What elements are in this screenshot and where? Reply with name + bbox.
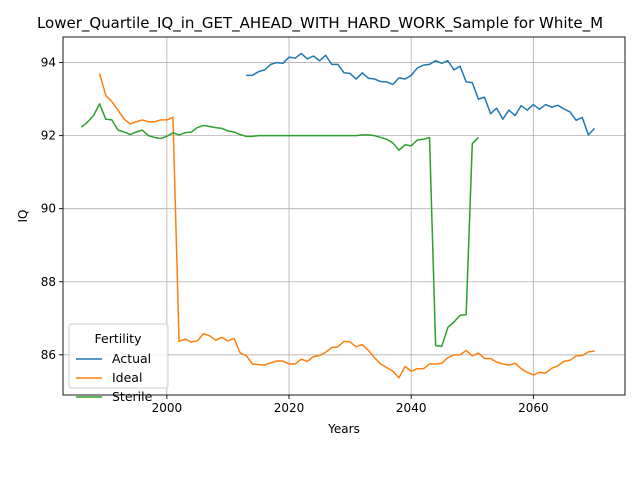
chart-title: Lower_Quartile_IQ_in_GET_AHEAD_WITH_HARD… <box>37 14 603 33</box>
y-tick-label: 94 <box>41 56 56 70</box>
x-tick-label: 2060 <box>518 401 549 415</box>
legend-label-ideal: Ideal <box>112 370 142 385</box>
series-line-actual <box>246 52 596 136</box>
y-tick-label: 88 <box>41 275 56 289</box>
x-tick-label: 2040 <box>396 401 427 415</box>
y-axis-label: IQ <box>16 210 30 223</box>
y-tick-label: 92 <box>41 129 56 143</box>
series-line-sterile <box>80 103 479 348</box>
legend: Fertility Actual Ideal Sterile <box>68 323 169 404</box>
grid <box>63 37 625 395</box>
legend-label-actual: Actual <box>112 351 151 366</box>
series-lines <box>80 52 596 379</box>
legend-title: Fertility <box>95 331 143 346</box>
legend-label-sterile: Sterile <box>112 389 153 404</box>
y-tick-label: 86 <box>41 348 56 362</box>
x-tick-label: 2000 <box>152 401 183 415</box>
legend-box <box>68 323 169 389</box>
plot-frame <box>62 36 626 396</box>
axis-ticks: 2000 2020 2040 2060 86 88 90 92 94 <box>41 56 549 415</box>
legend-items: Actual Ideal Sterile <box>76 351 153 404</box>
x-axis-label: Years <box>327 422 360 436</box>
y-tick-label: 90 <box>41 202 56 216</box>
series-line-ideal <box>98 73 595 379</box>
x-tick-label: 2020 <box>274 401 305 415</box>
